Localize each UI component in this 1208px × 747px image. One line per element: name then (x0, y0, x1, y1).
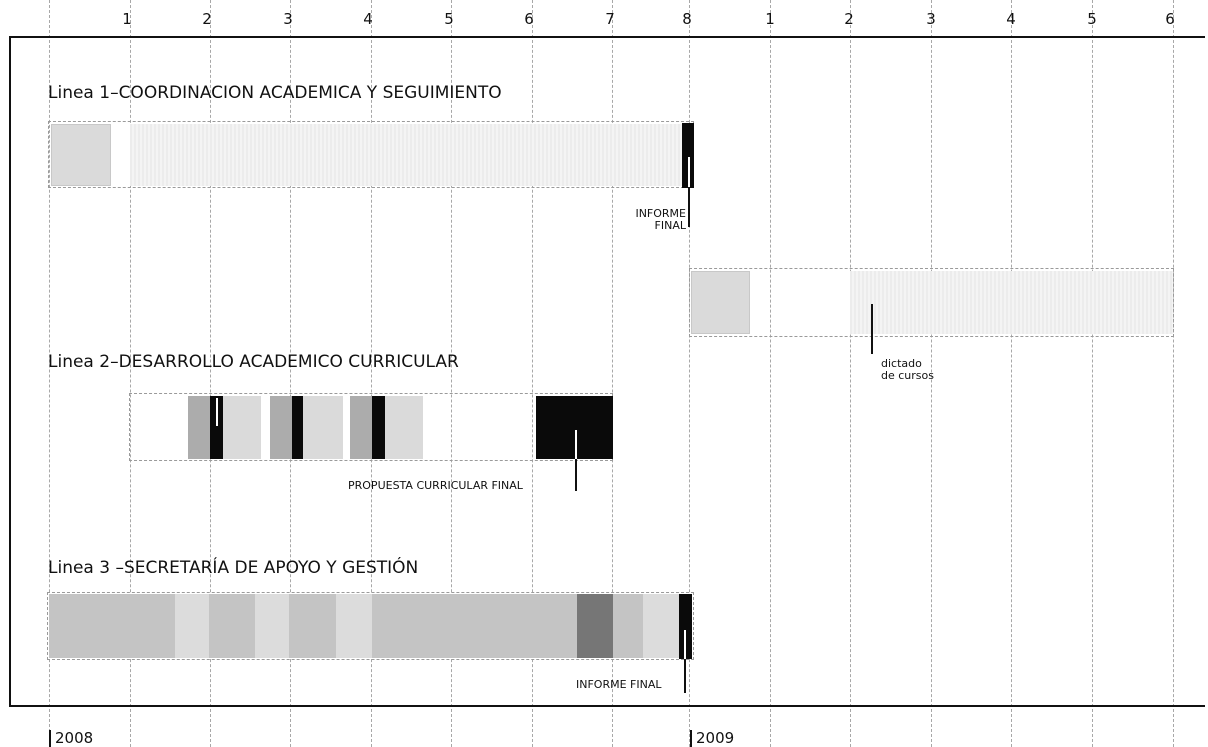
propuesta-label: PROPUESTA CURRICULAR FINAL (348, 479, 523, 492)
line-3-title: Linea 3 –SECRETARÍA DE APOYO Y GESTIÓN (48, 558, 419, 578)
gridline (689, 0, 690, 747)
line-2-milestone (372, 396, 385, 459)
month-label: 5 (1087, 10, 1097, 28)
line-2-final-block (536, 396, 613, 459)
line-2-block (270, 396, 292, 459)
gridline (290, 0, 291, 747)
gridline (1011, 0, 1012, 747)
line-1-final-block (682, 123, 694, 188)
month-label: 5 (444, 10, 454, 28)
line-1-start-block (51, 124, 111, 186)
line-3-block (643, 594, 679, 658)
line-3-block (289, 594, 336, 658)
month-label: 3 (926, 10, 936, 28)
month-label: 4 (363, 10, 373, 28)
line-2-title: Linea 2–DESARROLLO ACADEMICO CURRICULAR (48, 352, 459, 372)
month-label: 1 (122, 10, 132, 28)
pointer (575, 430, 577, 459)
pointer (688, 187, 690, 227)
line-2-block (350, 396, 372, 459)
phase-2009-activity-bar (850, 271, 1173, 334)
pointer (575, 459, 577, 491)
pointer (871, 304, 873, 354)
line-2-milestone (292, 396, 303, 459)
line-3-block (577, 594, 613, 658)
line-3-block (49, 594, 175, 658)
diagram-frame (9, 36, 1205, 707)
line-3-block (372, 594, 577, 658)
gridline (770, 0, 771, 747)
line-3-block (336, 594, 372, 658)
line-3-block (255, 594, 289, 658)
month-label: 6 (524, 10, 534, 28)
month-label: 7 (605, 10, 615, 28)
gridline (1173, 0, 1174, 747)
line-2-milestone (210, 396, 223, 459)
line-2-block (303, 396, 343, 459)
note-line: dictado (881, 357, 922, 370)
pointer (684, 630, 686, 659)
month-label: 8 (682, 10, 692, 28)
year-label-2009: 2009 (690, 730, 734, 747)
line-3-region (47, 592, 694, 660)
month-label: 3 (283, 10, 293, 28)
line-3-block (613, 594, 643, 658)
month-label: 1 (765, 10, 775, 28)
pointer (684, 659, 686, 693)
phase-2009-region (689, 268, 1174, 337)
month-label: 6 (1165, 10, 1175, 28)
year-label-2008: 2008 (49, 730, 93, 747)
gridline (371, 0, 372, 747)
pointer (688, 157, 690, 187)
pointer (216, 398, 218, 426)
gridline (532, 0, 533, 747)
line-3-block (175, 594, 209, 658)
note-line: INFORME (635, 207, 686, 220)
informe-final-label-1: INFORME FINAL (606, 208, 686, 232)
month-label: 2 (844, 10, 854, 28)
gridline (130, 0, 131, 747)
gridline (210, 0, 211, 747)
gridline (1092, 0, 1093, 747)
line-3-final-block (679, 594, 692, 659)
gridline (612, 0, 613, 747)
line-1-title: Linea 1–COORDINACION ACADEMICA Y SEGUIMI… (48, 83, 502, 103)
line-3-block (209, 594, 255, 658)
gridline (451, 0, 452, 747)
note-line: de cursos (881, 369, 934, 382)
line-2-block (223, 396, 261, 459)
phase-2009-start-block (691, 271, 750, 334)
line-2-block (188, 396, 210, 459)
line-1-activity-bar (130, 124, 682, 186)
dictado-label: dictado de cursos (881, 358, 934, 382)
note-line: FINAL (654, 219, 686, 232)
month-label: 2 (202, 10, 212, 28)
gridline (850, 0, 851, 747)
gridline (931, 0, 932, 747)
informe-final-label-3: INFORME FINAL (576, 678, 662, 691)
month-label: 4 (1006, 10, 1016, 28)
line-2-block (385, 396, 423, 459)
gridline (49, 0, 50, 747)
